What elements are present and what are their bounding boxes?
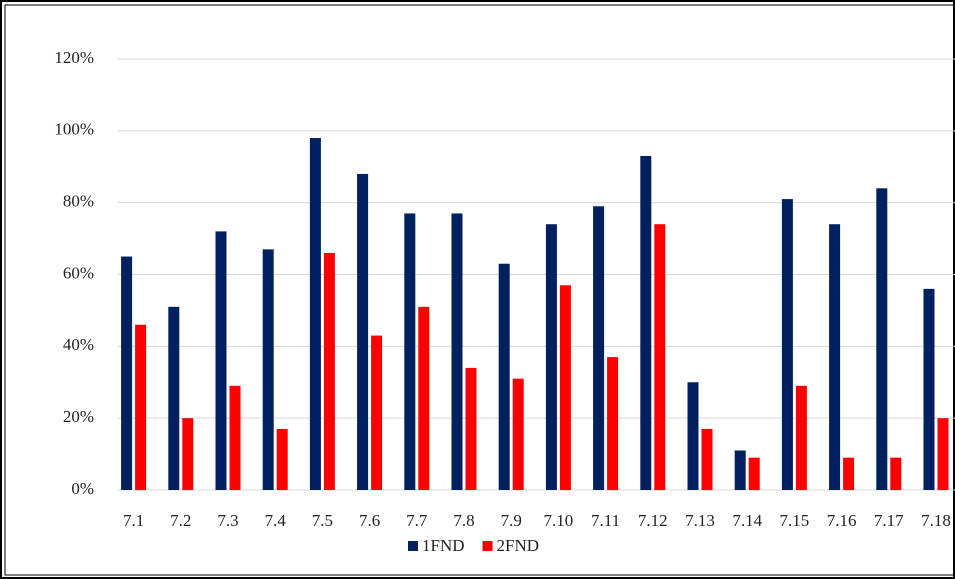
y-tick-label: 80%: [63, 192, 94, 211]
bar: [829, 224, 841, 490]
y-tick-label: 120%: [54, 48, 94, 67]
bar: [890, 457, 902, 490]
bar: [701, 428, 713, 490]
x-tick-label: 7.8: [453, 511, 474, 530]
bar: [309, 138, 321, 490]
bar: [876, 188, 888, 491]
bar: [168, 306, 180, 490]
x-tick-label: 7.15: [780, 511, 810, 530]
bar: [545, 224, 557, 490]
legend-label: 1FND: [422, 536, 465, 555]
x-tick-label: 7.3: [217, 511, 238, 530]
bar: [418, 306, 430, 490]
x-tick-label: 7.4: [265, 511, 287, 530]
bar: [323, 252, 335, 490]
y-tick-label: 100%: [54, 120, 94, 139]
bar: [262, 249, 274, 490]
x-tick-label: 7.12: [638, 511, 668, 530]
bar: [654, 224, 666, 490]
bar: [843, 457, 855, 490]
y-tick-label: 40%: [63, 335, 94, 354]
bar: [607, 357, 619, 490]
x-tick-label: 7.10: [544, 511, 574, 530]
bar: [465, 367, 477, 490]
bar: [640, 155, 652, 490]
y-tick-label: 60%: [63, 263, 94, 282]
bar: [451, 213, 463, 491]
bar: [512, 378, 524, 490]
bar: [498, 263, 510, 490]
x-tick-label: 7.16: [827, 511, 857, 530]
bar: [923, 288, 935, 490]
inner-frame: [4, 4, 955, 576]
bar: [937, 418, 949, 490]
x-tick-label: 7.6: [359, 511, 380, 530]
x-tick-label: 7.1: [123, 511, 144, 530]
bar: [748, 457, 760, 490]
x-tick-label: 7.18: [921, 511, 951, 530]
bar: [795, 385, 807, 490]
x-tick-label: 7.13: [685, 511, 715, 530]
bar: [276, 428, 288, 490]
legend-label: 2FND: [497, 536, 540, 555]
bar: [371, 335, 383, 490]
bar: [559, 285, 571, 490]
bar: [734, 450, 746, 490]
bar: [687, 382, 699, 490]
legend-swatch: [482, 541, 493, 551]
x-tick-label: 7.11: [591, 511, 620, 530]
bar: [357, 173, 369, 490]
x-tick-label: 7.2: [170, 511, 191, 530]
y-tick-label: 20%: [63, 407, 94, 426]
legend-swatch: [408, 541, 418, 551]
bar: [593, 206, 605, 490]
x-tick-label: 7.9: [501, 511, 522, 530]
bar: [121, 256, 133, 490]
bar: [229, 385, 241, 490]
x-tick-label: 7.14: [732, 511, 762, 530]
x-tick-label: 7.5: [312, 511, 333, 530]
bar: [781, 199, 793, 490]
bar: [404, 213, 416, 491]
x-tick-label: 7.17: [874, 511, 904, 530]
x-tick-label: 7.7: [406, 511, 428, 530]
bar: [182, 418, 194, 490]
y-tick-label: 0%: [71, 479, 94, 498]
bar: [135, 324, 147, 490]
bar: [215, 231, 227, 490]
